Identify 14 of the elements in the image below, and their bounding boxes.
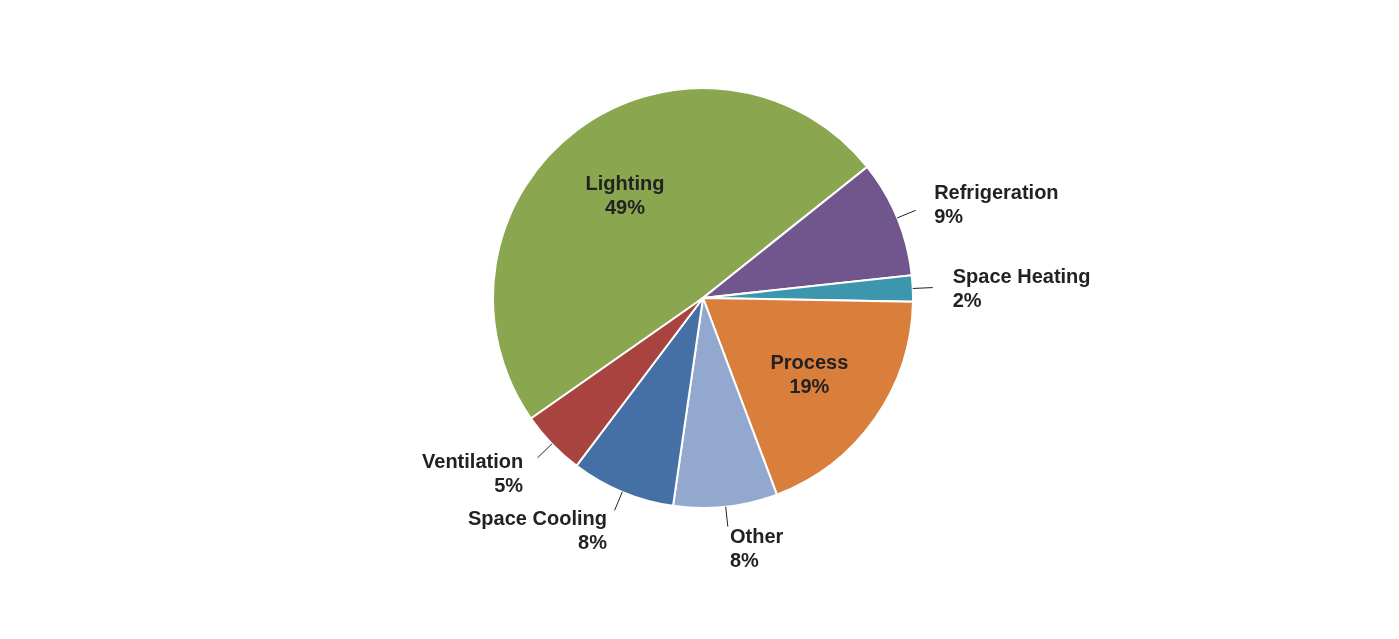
slice-label: Refrigeration bbox=[934, 180, 1059, 203]
slice-label: Other bbox=[730, 524, 784, 547]
data-label: 49% bbox=[604, 195, 646, 218]
data-label: 19% bbox=[789, 375, 830, 398]
data-label: 8% bbox=[578, 530, 608, 553]
data-label: 2% bbox=[952, 288, 982, 311]
slice-label: Ventilation bbox=[422, 449, 524, 472]
data-label: 5% bbox=[494, 473, 524, 496]
slice-label: Process bbox=[770, 351, 849, 374]
slice-label: Space Cooling bbox=[468, 506, 607, 529]
data-label: 9% bbox=[934, 204, 964, 227]
slice-label: Space Heating bbox=[952, 264, 1091, 287]
slice-label: Lighting bbox=[585, 171, 665, 194]
data-label: 8% bbox=[730, 548, 760, 571]
